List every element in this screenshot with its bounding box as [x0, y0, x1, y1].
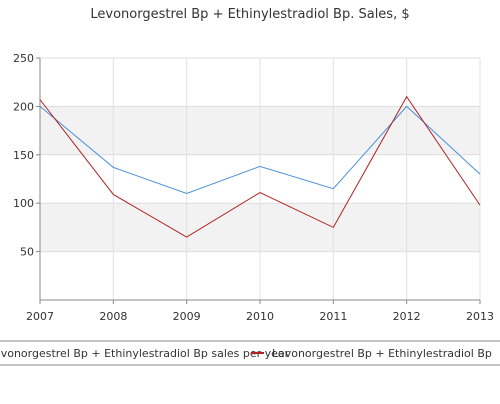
series-1-point	[479, 173, 481, 175]
x-tick-label: 2009	[173, 310, 201, 323]
series-2-point	[112, 193, 114, 195]
series-1-line	[39, 105, 481, 195]
series-1	[39, 105, 481, 195]
x-tick-label: 2008	[99, 310, 127, 323]
legend-box	[0, 340, 500, 366]
series-2-point	[259, 191, 261, 193]
series-1-point	[405, 105, 407, 107]
x-tick-label: 2010	[246, 310, 274, 323]
series-2-point	[39, 98, 41, 100]
y-tick-label: 200	[13, 100, 34, 113]
y-tick-label: 50	[20, 246, 34, 259]
series-1-point	[332, 187, 334, 189]
legend-label-series-2: Levonorgestrel Bp + Ethinylestradiol Bp	[272, 347, 492, 360]
series-1-point	[259, 165, 261, 167]
y-tick-label: 100	[13, 197, 34, 210]
y-tick-label: 150	[13, 149, 34, 162]
x-tick-label: 2007	[26, 310, 54, 323]
chart-title: Levonorgestrel Bp + Ethinylestradiol Bp.…	[90, 7, 409, 22]
series-1-point	[112, 166, 114, 168]
x-tick-label: 2012	[393, 310, 421, 323]
y-tick-label: 250	[13, 52, 34, 65]
series-2	[39, 95, 481, 238]
series-1-point	[39, 105, 41, 107]
x-tick-label: 2011	[319, 310, 347, 323]
series-2-point	[185, 236, 187, 238]
series-2-point	[332, 226, 334, 228]
x-tick-label: 2013	[466, 310, 494, 323]
series-2-point	[479, 204, 481, 206]
series-2-point	[405, 96, 407, 98]
series-2-line	[39, 95, 481, 238]
series-1-point	[185, 192, 187, 194]
legend-label-series-1: Levonorgestrel Bp + Ethinylestradiol Bp …	[0, 347, 290, 360]
